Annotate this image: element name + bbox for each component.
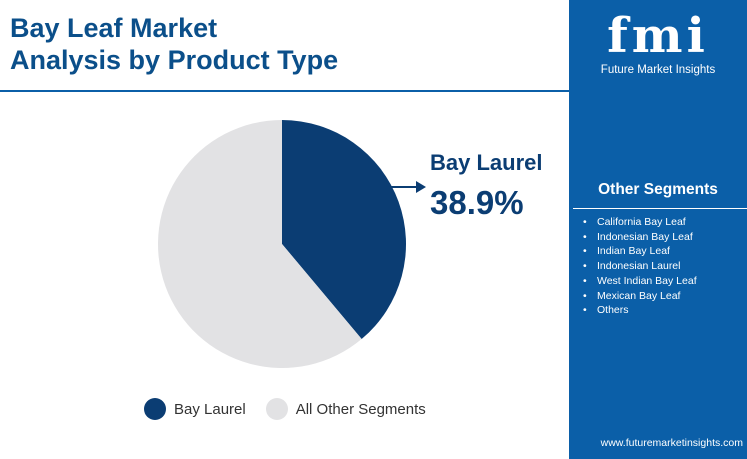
legend-item-other-segments: All Other Segments: [265, 398, 426, 420]
website-link[interactable]: www.futuremarketinsights.com: [600, 437, 743, 449]
other-segments-header: Other Segments: [598, 181, 718, 198]
legend-item-bay-laurel: Bay Laurel: [144, 398, 246, 420]
pie-slice-bay-laurel: [282, 120, 406, 340]
segment-item: California Bay Leaf: [583, 215, 697, 230]
pie-chart: [157, 120, 406, 368]
other-segments-list: California Bay Leaf Indonesian Bay Leaf …: [583, 215, 697, 318]
brand-logo: fmi Future Market Insights: [569, 10, 747, 76]
chart-legend: Bay Laurel All Other Segments: [144, 398, 446, 420]
pie-slice-all-other-segments: [157, 120, 362, 368]
title-divider: [0, 90, 572, 92]
brand-logo-text: fmi: [607, 8, 709, 64]
segment-item: Indian Bay Leaf: [583, 244, 697, 259]
chart-title-line1: Bay Leaf Market: [10, 13, 218, 43]
segment-item: Indonesian Bay Leaf: [583, 230, 697, 245]
callout-arrow-icon: [386, 181, 426, 193]
segment-item: Mexican Bay Leaf: [583, 289, 697, 304]
legend-swatch-bay-laurel: [144, 398, 166, 420]
callout-value: 38.9%: [430, 184, 524, 221]
pie-slices: [157, 120, 406, 368]
legend-swatch-other-segments: [265, 398, 288, 420]
segment-item: Others: [583, 303, 697, 318]
legend-label-other-segments: All Other Segments: [295, 400, 426, 418]
segment-item: Indonesian Laurel: [583, 259, 697, 274]
chart-title-line2: Analysis by Product Type: [10, 45, 339, 75]
callout-label: Bay Laurel: [430, 150, 543, 175]
sidebar-panel: fmi Future Market Insights Other Segment…: [569, 0, 747, 459]
legend-label-bay-laurel: Bay Laurel: [174, 400, 246, 418]
chart-title: Bay Leaf Market Analysis by Product Type: [10, 12, 550, 76]
segment-item: West Indian Bay Leaf: [583, 274, 697, 289]
brand-subtitle: Future Market Insights: [600, 64, 716, 76]
sidebar-divider: [573, 208, 747, 209]
